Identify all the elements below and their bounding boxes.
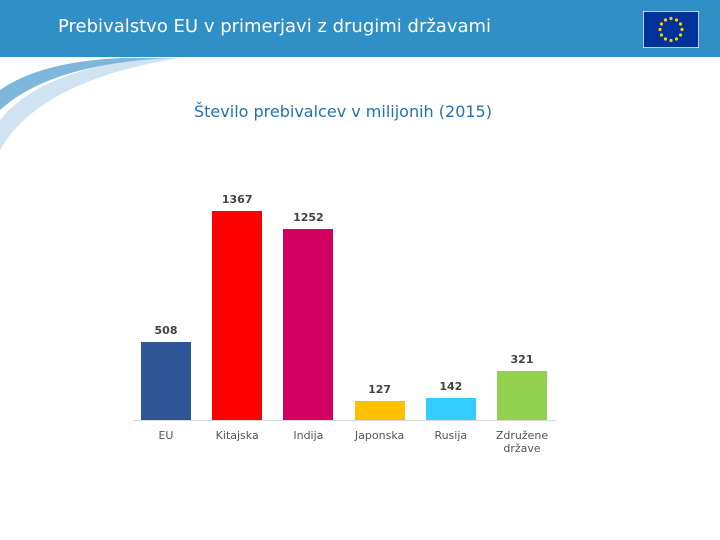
flag-star: [678, 33, 683, 37]
flag-field: [643, 11, 699, 48]
flag-star: [680, 27, 684, 32]
bar: [141, 342, 191, 420]
value-label: 127: [368, 382, 392, 396]
baseline: [133, 420, 556, 421]
header-bar: Prebivalstvo EU v primerjavi z drugimi d…: [0, 0, 720, 57]
x-tick-label: Rusija: [434, 429, 468, 442]
bar: [425, 398, 476, 420]
flag-star: [658, 27, 662, 32]
value-label: 321: [510, 352, 534, 366]
x-tick-label: EU: [158, 429, 174, 442]
flag-star: [659, 22, 664, 26]
swoosh: [0, 58, 180, 150]
eu-flag: [643, 11, 699, 48]
value-label: 508: [154, 324, 178, 338]
flag-star: [669, 38, 673, 43]
chart-title: Število prebivalcev v milijonih (2015): [194, 102, 492, 121]
x-tick-label: Združene države: [495, 429, 549, 455]
bar: [354, 400, 405, 420]
flag-star: [659, 33, 664, 37]
decoration: [0, 58, 180, 150]
bar: [283, 228, 334, 420]
flag-star: [674, 18, 679, 22]
flag-star: [663, 37, 668, 41]
value-label: 142: [439, 380, 463, 394]
flag-star: [669, 16, 673, 21]
x-tick-label: Japonska: [354, 429, 405, 442]
flag-star: [663, 18, 668, 22]
swoosh: [0, 58, 170, 110]
bar: [497, 370, 547, 420]
value-label: 1367: [221, 193, 253, 206]
x-tick-label: Indija: [293, 429, 324, 442]
flag-star: [678, 22, 683, 26]
bar: [212, 211, 263, 420]
value-label: 1252: [293, 210, 324, 224]
header-title: Prebivalstvo EU v primerjavi z drugimi d…: [58, 16, 492, 37]
flag-star: [674, 37, 679, 41]
x-tick-label: Kitajska: [215, 429, 259, 442]
